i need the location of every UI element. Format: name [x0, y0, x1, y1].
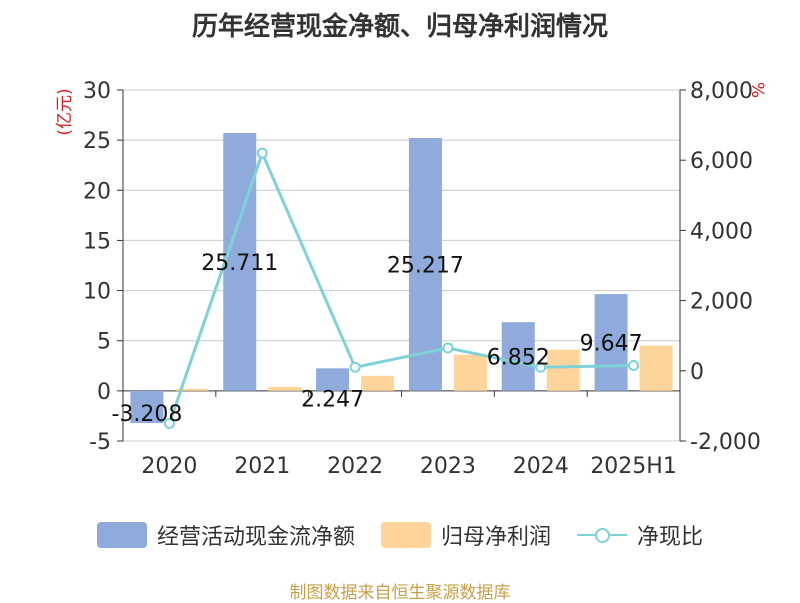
point-ratio	[256, 147, 268, 159]
bar-net-profit	[361, 375, 395, 391]
y-right-tick-label: 6,000	[690, 149, 753, 174]
data-source-note: 制图数据来自恒生聚源数据库	[289, 583, 511, 603]
bar-net-profit	[268, 386, 302, 391]
y-left-tick-label: -5	[89, 430, 111, 455]
bar-cashflow	[223, 133, 257, 391]
point-ratio	[628, 360, 640, 372]
chart-title: 历年经营现金净额、归母净利润情况	[191, 12, 608, 42]
legend-swatch-cashflow	[96, 522, 147, 548]
bar-cashflow	[501, 322, 535, 391]
y-left-tick-label: 0	[97, 380, 111, 405]
legend-item-ratio[interactable]: 净现比	[577, 519, 703, 551]
legend-swatch-net-profit	[380, 522, 431, 548]
bar-cashflow	[130, 390, 164, 424]
point-ratio	[163, 417, 175, 429]
bar-net-profit	[453, 354, 487, 391]
bar-net-profit	[546, 349, 580, 391]
y-right-unit-label: %	[747, 82, 767, 98]
legend-item-cashflow[interactable]: 经营活动现金流净额	[96, 519, 355, 551]
point-ratio	[442, 342, 454, 354]
data-label-cashflow: 25.217	[387, 253, 464, 278]
x-tick-label: 2024	[513, 454, 569, 479]
bar-cashflow	[316, 368, 350, 391]
y-left-tick-label: 20	[83, 179, 111, 204]
legend-label-net-profit: 归母净利润	[440, 525, 551, 550]
legend-label-cashflow: 经营活动现金流净额	[156, 525, 355, 550]
bar-cashflow	[408, 137, 442, 391]
point-ratio	[349, 361, 361, 373]
bar-cashflow	[594, 294, 628, 391]
y-left-unit-label: (亿元)	[55, 88, 75, 135]
y-left-tick-label: 25	[83, 129, 111, 154]
y-right-tick-label: 0	[690, 360, 704, 385]
x-tick-label: 2023	[420, 454, 476, 479]
data-label-cashflow: 25.711	[201, 251, 278, 276]
legend-item-net-profit[interactable]: 归母净利润	[380, 519, 551, 551]
y-left-tick-label: 30	[83, 79, 111, 104]
y-left-tick-label: 15	[83, 229, 111, 254]
y-right-tick-label: 2,000	[690, 290, 753, 315]
y-right-tick-label: 8,000	[690, 79, 753, 104]
legend: 经营活动现金流净额 归母净利润 净现比	[0, 515, 800, 555]
line-ratio	[167, 149, 634, 424]
point-ratio	[535, 361, 547, 373]
y-left-tick-label: 10	[83, 280, 111, 305]
legend-label-ratio: 净现比	[637, 525, 704, 550]
legend-line-ratio-icon	[577, 522, 627, 548]
data-label-cashflow: 9.647	[580, 331, 643, 356]
data-label-cashflow: -3.208	[111, 402, 182, 427]
x-tick-label: 2021	[234, 454, 290, 479]
y-right-tick-label: -2,000	[690, 430, 761, 455]
y-left-tick-label: 5	[97, 330, 111, 355]
bar-net-profit	[175, 388, 209, 391]
bar-net-profit	[639, 345, 673, 391]
y-right-tick-label: 4,000	[690, 219, 753, 244]
data-label-cashflow: 2.247	[301, 387, 364, 412]
x-tick-label: 2025H1	[590, 454, 677, 479]
x-tick-label: 2020	[141, 454, 197, 479]
data-label-cashflow: 6.852	[487, 345, 550, 370]
x-tick-label: 2022	[327, 454, 383, 479]
